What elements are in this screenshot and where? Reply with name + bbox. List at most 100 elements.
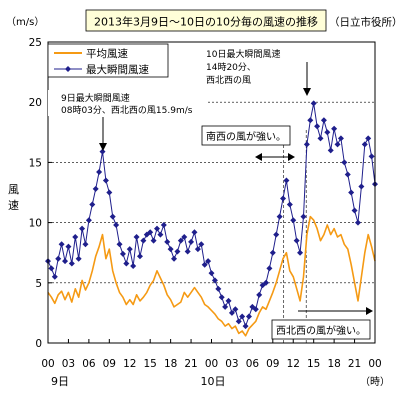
gust-point-94 [365,135,372,142]
gust-point-10 [79,225,86,232]
gust-point-76 [303,141,310,148]
x-tick-label-5: 15 [144,358,157,370]
gust-point-58 [242,323,249,330]
gust-point-33 [157,231,164,238]
gust-point-70 [283,177,290,184]
title-box [85,9,327,32]
gust-point-73 [293,237,300,244]
annotation-peak-9th-line2: 08時03分、西北西の風15.9m/s [61,105,193,116]
annotation-sw-strong-arrowhead-left [255,153,262,161]
gust-point-16 [99,148,106,155]
x-tick-label-1: 03 [62,358,75,370]
gust-point-87 [341,159,348,166]
gust-point-43 [191,229,198,236]
x-tick-label-10: 06 [246,358,260,370]
annotation-peak-9th-line1: 9日最大瞬間風速 [61,92,130,104]
annotation-sw-strong-box [201,125,291,146]
gust-point-84 [331,125,338,132]
x-tick-label-16: 00 [368,358,381,370]
gust-point-7 [68,260,75,267]
gust-point-19 [109,213,116,220]
annotation-wnw-strong-arrowhead [366,307,373,315]
gust-point-17 [102,177,109,184]
gust-point-18 [106,189,113,196]
x-tick-label-14: 18 [327,358,340,370]
gust-point-6 [65,243,72,250]
annotation-peak-10th-line2: 14時20分、 [206,62,256,73]
gust-point-79 [314,123,321,130]
gust-point-26 [133,234,140,241]
gust-point-51 [218,294,225,301]
gust-point-44 [194,246,201,253]
gust-point-48 [208,270,215,277]
x-tick-label-6: 18 [164,358,177,370]
gust-point-5 [62,258,69,265]
annotation-peak-10th: 10日最大瞬間風速 14時20分、 西北西の風 [200,44,311,96]
gust-point-74 [297,249,304,256]
y-axis-label-1: 風 [8,183,19,196]
gust-point-25 [130,262,137,269]
gust-point-1 [48,265,55,272]
gust-point-80 [317,135,324,142]
gust-point-71 [286,201,293,208]
annotation-wnw-strong: 西北西の風が強い。 [271,307,373,340]
x-tick-label-11: 09 [266,358,279,370]
gust-point-22 [119,250,126,257]
gust-point-53 [225,297,232,304]
series-average-line [47,215,376,337]
gust-point-12 [85,217,92,224]
gust-point-38 [174,248,181,255]
gust-point-24 [126,246,133,253]
gust-point-35 [164,238,171,245]
series-layer [45,100,378,337]
y-tick-label-5: 5 [35,278,42,290]
annotation-peak-10th-line3: 西北西の風 [206,75,251,86]
gust-point-66 [269,249,276,256]
gust-point-49 [211,277,218,284]
gust-point-57 [239,313,246,320]
gust-point-59 [245,313,252,320]
x-tick-label-12: 12 [287,358,300,370]
gust-point-56 [235,318,242,325]
gust-point-89 [348,189,355,196]
x-tick-label-13: 15 [307,358,320,370]
x-tick-label-4: 12 [123,358,136,370]
source-label: （日立市役所） [329,16,400,29]
annotation-wnw-strong-text: 西北西の風が強い。 [276,324,366,337]
annotation-sw-strong: 南西の風が強い。 [201,125,295,161]
annotation-peak-9th-bg [48,90,208,116]
unit-label: （m/s） [6,16,44,28]
gust-point-3 [55,255,62,262]
annotation-sw-strong-arrowhead-right [288,153,295,161]
gust-point-21 [116,241,123,248]
x-tick-label-7: 21 [184,358,197,370]
annotation-wnw-strong-box [271,319,371,340]
gust-point-68 [276,213,283,220]
x-tick-label-15: 21 [348,358,361,370]
gust-point-55 [232,306,239,313]
gust-point-64 [263,279,269,286]
gust-point-62 [256,291,263,298]
x-tick-label-2: 06 [82,358,96,370]
gust-point-20 [113,222,120,229]
x-tick-label-3: 09 [103,358,116,370]
gust-point-34 [160,222,167,229]
gust-point-77 [307,117,314,124]
gust-point-15 [96,169,103,176]
x-tick-label-8: 00 [205,358,218,370]
gust-point-31 [150,237,157,244]
gust-point-65 [266,265,273,272]
gust-point-90 [351,207,358,214]
gust-point-52 [222,303,229,310]
gust-point-32 [154,225,160,232]
y-tick-label-15: 15 [29,157,42,169]
gust-point-78 [310,100,317,107]
gust-point-8 [72,234,79,241]
gust-point-75 [300,213,307,220]
axes: 0 5 10 15 20 25 00 03 06 09 12 15 18 21 00 03 06 09 12 15 18… [29,37,382,370]
gust-point-42 [188,238,195,245]
gust-point-45 [198,241,205,248]
legend-gust-marker [65,66,71,72]
hour-unit-label: （時） [360,376,390,388]
gust-point-83 [327,147,334,154]
